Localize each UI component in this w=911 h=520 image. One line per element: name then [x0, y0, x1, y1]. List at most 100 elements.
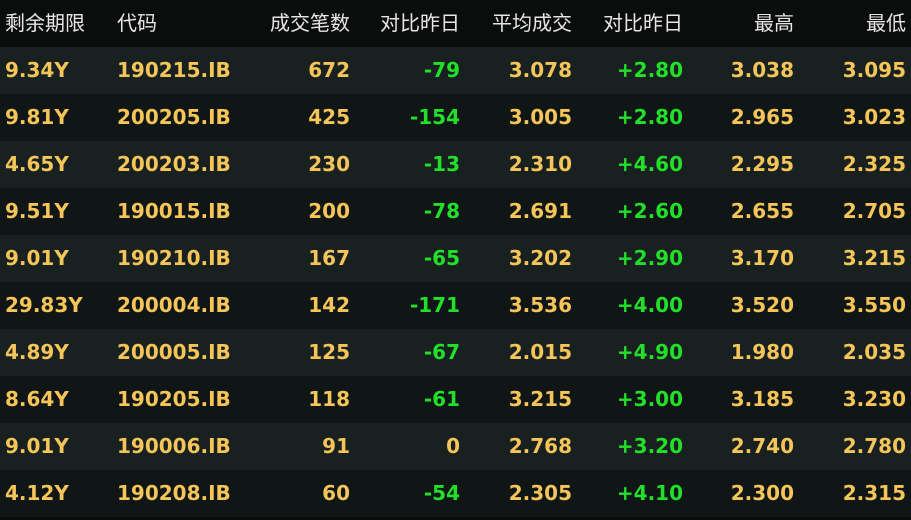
bond-code: 200005.IB [117, 340, 231, 364]
low: 2.325 [842, 152, 906, 176]
header-high[interactable]: 最高 [754, 11, 794, 35]
low: 2.315 [842, 481, 906, 505]
high: 3.170 [730, 246, 794, 270]
avg-yield-change: +2.80 [616, 58, 683, 82]
trade-count-change: -54 [423, 481, 460, 505]
bond-code: 190210.IB [117, 246, 231, 270]
remaining-term: 4.12Y [5, 481, 69, 505]
bond-code: 190006.IB [117, 434, 231, 458]
trade-count: 60 [322, 481, 350, 505]
table-row[interactable]: 8.64Y 190205.IB 118 -61 3.215 +3.00 3.185 3.230 [0, 376, 911, 423]
table-row[interactable]: 9.51Y 190015.IB 200 -78 2.691 +2.60 2.655 2.705 [0, 188, 911, 235]
avg-yield: 2.768 [508, 434, 572, 458]
bond-code: 190015.IB [117, 199, 231, 223]
low: 2.705 [842, 199, 906, 223]
table-row[interactable]: 9.01Y 190210.IB 167 -65 3.202 +2.90 3.170 3.215 [0, 235, 911, 282]
trade-count-change: -78 [423, 199, 460, 223]
bond-code: 190215.IB [117, 58, 231, 82]
trade-count-change: -67 [423, 340, 460, 364]
low: 2.780 [842, 434, 906, 458]
high: 2.740 [730, 434, 794, 458]
avg-yield-change: +4.90 [616, 340, 683, 364]
high: 2.965 [730, 105, 794, 129]
avg-yield-change: +2.60 [616, 199, 683, 223]
high: 3.520 [730, 293, 794, 317]
header-avg-yield[interactable]: 平均成交 [492, 11, 572, 35]
high: 2.295 [730, 152, 794, 176]
avg-yield: 3.215 [508, 387, 572, 411]
trade-count: 230 [308, 152, 350, 176]
table-row[interactable]: 4.65Y 200203.IB 230 -13 2.310 +4.60 2.295 2.325 [0, 141, 911, 188]
trade-count-change: 0 [446, 434, 460, 458]
remaining-term: 4.65Y [5, 152, 69, 176]
table-row[interactable]: 4.12Y 190208.IB 60 -54 2.305 +4.10 2.300 2.315 [0, 470, 911, 517]
avg-yield: 2.310 [508, 152, 572, 176]
table-row[interactable]: 29.83Y 200004.IB 142 -171 3.536 +4.00 3.520 3.5… [0, 282, 911, 329]
bond-code: 200203.IB [117, 152, 231, 176]
trade-count-change: -61 [423, 387, 460, 411]
trade-count: 91 [322, 434, 350, 458]
remaining-term: 9.01Y [5, 246, 69, 270]
trade-count-change: -65 [423, 246, 460, 270]
low: 3.095 [842, 58, 906, 82]
low: 2.035 [842, 340, 906, 364]
low: 3.550 [842, 293, 906, 317]
table-row[interactable]: 9.34Y 190215.IB 672 -79 3.078 +2.80 3.038 3.095 [0, 47, 911, 94]
bond-code: 200205.IB [117, 105, 231, 129]
table-row[interactable]: 4.89Y 200005.IB 125 -67 2.015 +4.90 1.980 2.035 [0, 329, 911, 376]
bond-code: 190205.IB [117, 387, 231, 411]
avg-yield-change: +4.00 [616, 293, 683, 317]
trade-count: 118 [308, 387, 350, 411]
trade-count-change: -154 [409, 105, 460, 129]
header-trade-count-change[interactable]: 对比昨日 [380, 11, 460, 35]
header-code[interactable]: 代码 [117, 11, 157, 35]
avg-yield-change: +3.20 [616, 434, 683, 458]
avg-yield-change: +2.90 [616, 246, 683, 270]
header-row: 剩余期限 代码 成交笔数 对比昨日 平均成交 对比昨日 最高 最低 [0, 0, 911, 47]
high: 2.655 [730, 199, 794, 223]
high: 3.185 [730, 387, 794, 411]
low: 3.230 [842, 387, 906, 411]
avg-yield: 2.691 [508, 199, 572, 223]
avg-yield: 2.305 [508, 481, 572, 505]
bond-code: 190208.IB [117, 481, 231, 505]
avg-yield: 3.536 [508, 293, 572, 317]
avg-yield: 3.202 [508, 246, 572, 270]
trade-count: 167 [308, 246, 350, 270]
table-row[interactable]: 9.81Y 200205.IB 425 -154 3.005 +2.80 2.965 3.02… [0, 94, 911, 141]
avg-yield-change: +2.80 [616, 105, 683, 129]
header-remaining-term[interactable]: 剩余期限 [5, 11, 85, 35]
header-low[interactable]: 最低 [866, 11, 906, 35]
low: 3.023 [842, 105, 906, 129]
trade-count-change: -171 [409, 293, 460, 317]
bond-code: 200004.IB [117, 293, 231, 317]
high: 1.980 [730, 340, 794, 364]
remaining-term: 4.89Y [5, 340, 69, 364]
header-trade-count[interactable]: 成交笔数 [270, 11, 350, 35]
trade-count: 142 [308, 293, 350, 317]
remaining-term: 9.01Y [5, 434, 69, 458]
avg-yield-change: +4.60 [616, 152, 683, 176]
avg-yield-change: +3.00 [616, 387, 683, 411]
trade-count: 425 [308, 105, 350, 129]
remaining-term: 8.64Y [5, 387, 69, 411]
trade-count: 672 [308, 58, 350, 82]
avg-yield: 2.015 [508, 340, 572, 364]
header-avg-yield-change[interactable]: 对比昨日 [603, 11, 683, 35]
trade-count-change: -79 [423, 58, 460, 82]
remaining-term: 29.83Y [5, 293, 83, 317]
high: 2.300 [730, 481, 794, 505]
avg-yield-change: +4.10 [616, 481, 683, 505]
trade-count: 200 [308, 199, 350, 223]
avg-yield: 3.005 [508, 105, 572, 129]
high: 3.038 [730, 58, 794, 82]
avg-yield: 3.078 [508, 58, 572, 82]
trade-count-change: -13 [423, 152, 460, 176]
remaining-term: 9.81Y [5, 105, 69, 129]
table-row[interactable]: 9.01Y 190006.IB 91 0 2.768 +3.20 2.740 2.780 [0, 423, 911, 470]
remaining-term: 9.34Y [5, 58, 69, 82]
low: 3.215 [842, 246, 906, 270]
remaining-term: 9.51Y [5, 199, 69, 223]
trade-count: 125 [308, 340, 350, 364]
